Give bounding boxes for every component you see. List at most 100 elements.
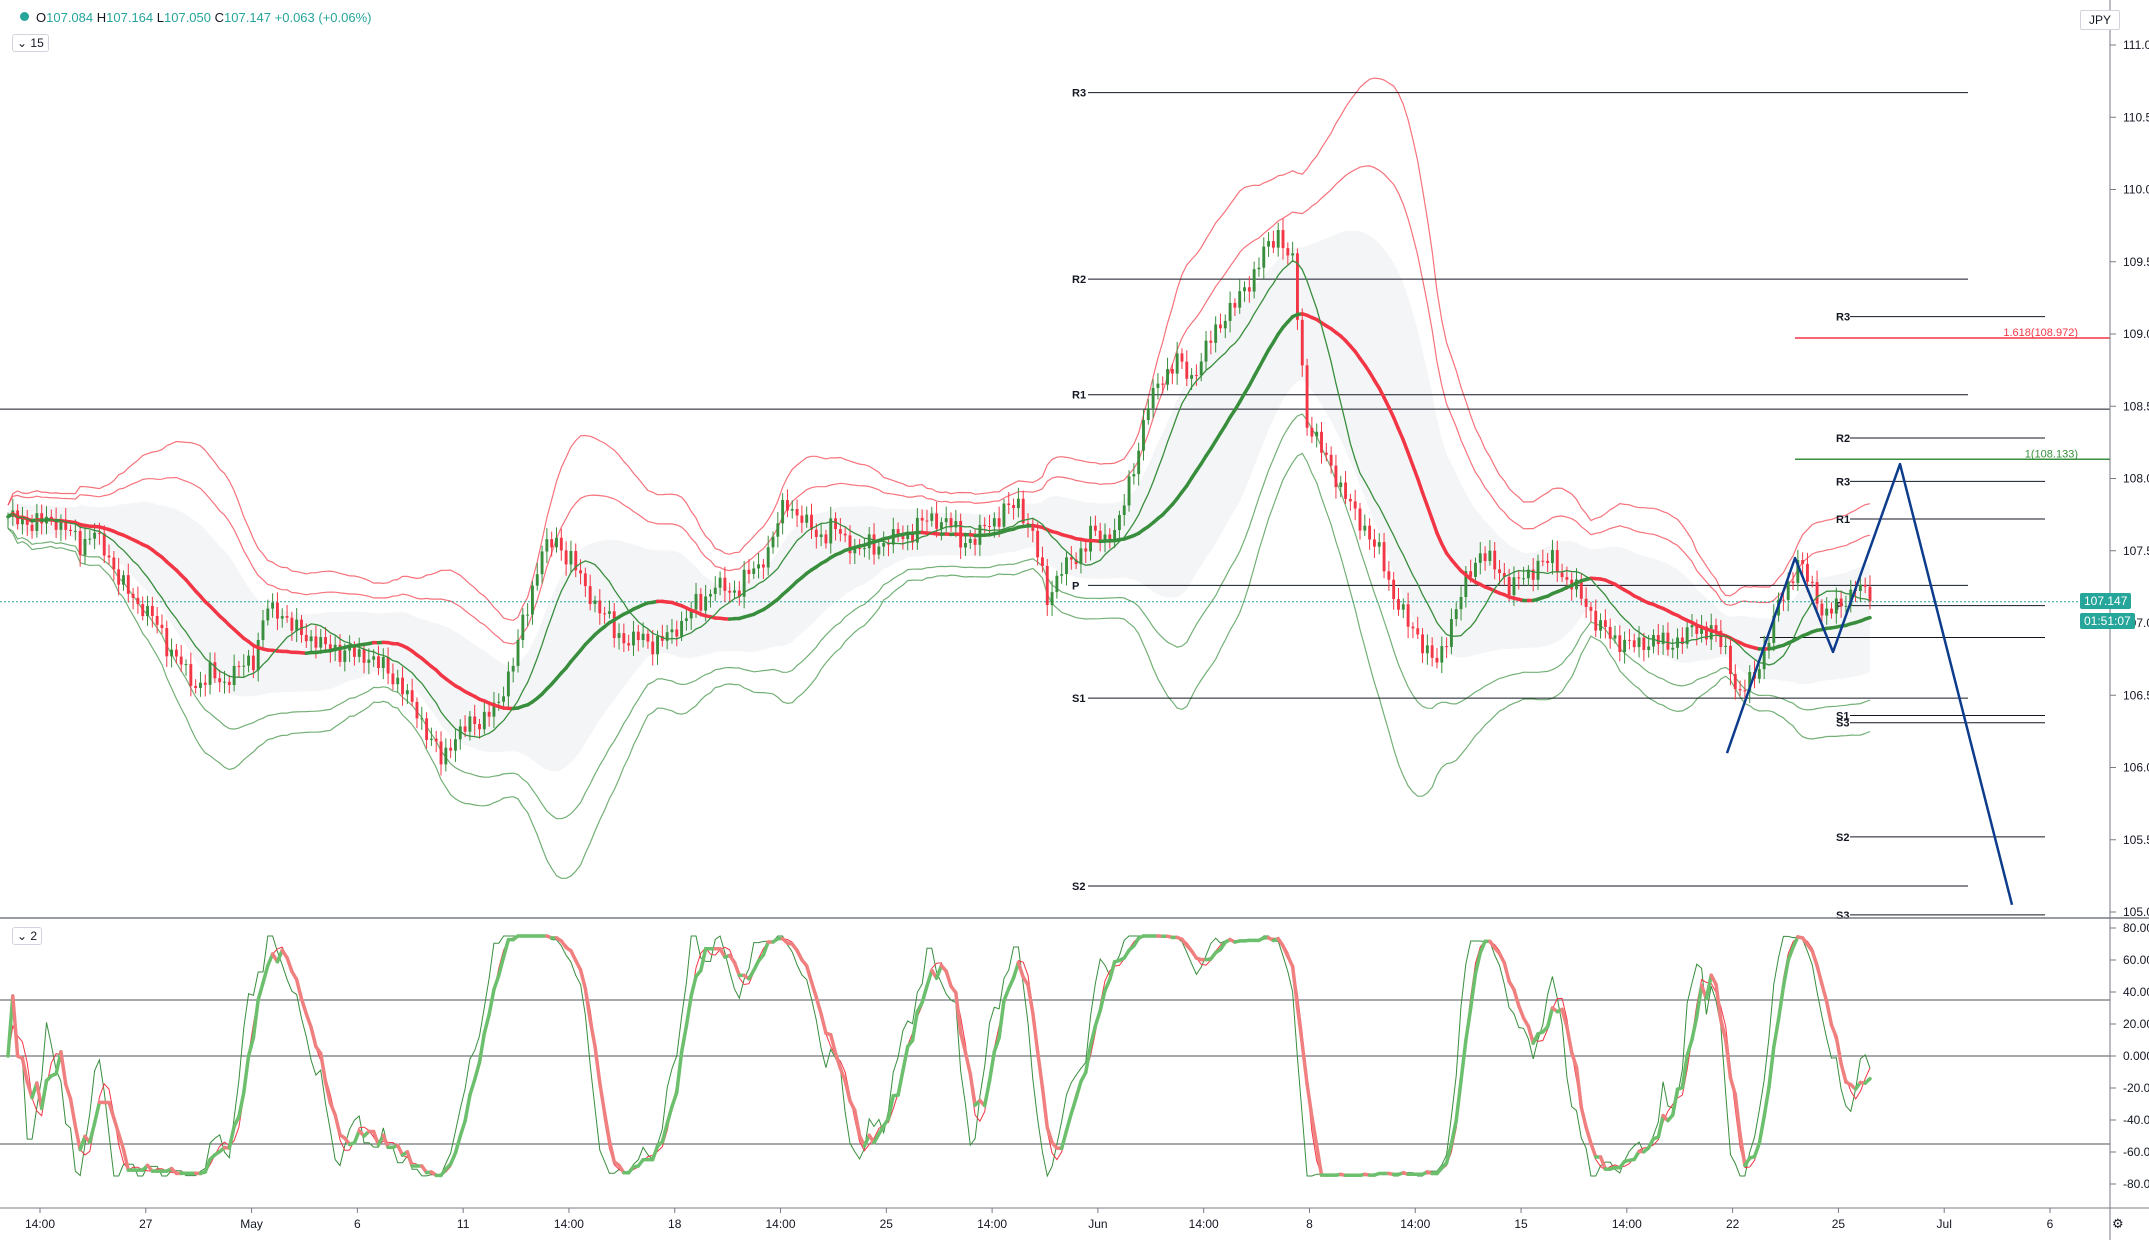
fib-label: 1(108.133) — [2025, 448, 2078, 460]
candle-body — [858, 548, 862, 550]
candle-body — [1291, 253, 1295, 256]
candle-body — [1098, 530, 1102, 541]
osc-main-segment — [227, 1124, 236, 1150]
candle-body — [377, 656, 380, 668]
candle-body — [1656, 635, 1660, 645]
candle-body — [935, 513, 939, 529]
oscillator-panel-collapse-button[interactable]: ⌄ 2 — [12, 927, 43, 945]
osc-main-segment — [675, 1050, 684, 1095]
candle-body — [78, 530, 82, 556]
candle-body — [261, 620, 265, 640]
candle-body — [1661, 632, 1665, 645]
candle-body — [906, 533, 910, 540]
candle-body — [752, 568, 756, 575]
candle-body — [1430, 645, 1434, 658]
candle-body — [401, 677, 404, 695]
candle-body — [680, 620, 684, 637]
candle-body — [1820, 603, 1824, 616]
candle-body — [742, 569, 746, 597]
candle-body — [795, 509, 799, 516]
currency-label[interactable]: JPY — [2080, 10, 2120, 30]
candle-body — [603, 613, 607, 615]
pivot-label: R3 — [1836, 476, 1850, 488]
candle-body — [97, 532, 101, 534]
candle-body — [968, 538, 972, 543]
osc-main-segment — [954, 990, 963, 1035]
osc-main-segment — [602, 1111, 612, 1143]
osc-main-segment — [679, 1024, 689, 1055]
candle-body — [954, 521, 958, 528]
osc-main-segment — [1502, 961, 1511, 984]
candle-body — [502, 696, 506, 702]
osc-main-segment — [1059, 1128, 1069, 1151]
candle-body — [1382, 542, 1386, 572]
osc-main-segment — [1829, 1023, 1839, 1039]
candle-body — [1334, 465, 1338, 488]
candle-body — [1666, 632, 1670, 650]
upper-band — [7, 165, 1871, 645]
candle-body — [1233, 302, 1237, 308]
candle-body — [607, 611, 611, 614]
ma-segment — [1430, 517, 1439, 535]
candle-body — [232, 665, 236, 685]
candle-body — [1108, 534, 1112, 542]
osc-main-segment — [381, 1133, 390, 1150]
low-label: L — [156, 10, 164, 25]
candle-body — [1315, 431, 1319, 437]
osc-main-segment — [838, 1066, 847, 1083]
gear-icon[interactable]: ⚙ — [2112, 1217, 2124, 1232]
candle-body — [559, 537, 563, 551]
candle-body — [1377, 542, 1381, 547]
candle-body — [381, 657, 385, 668]
osc-main-segment — [203, 1157, 212, 1174]
price-panel-collapse-button[interactable]: ⌄ 15 — [12, 34, 49, 52]
candle-body — [122, 575, 125, 585]
high-label: H — [96, 10, 107, 25]
candle-body — [1531, 569, 1535, 580]
osc-main-segment — [1752, 1141, 1762, 1159]
osc-main-segment — [1762, 1085, 1771, 1119]
candle-body — [771, 536, 775, 548]
osc-main-segment — [1714, 982, 1723, 1022]
candle-body — [1142, 420, 1145, 451]
ma-segment — [1420, 490, 1430, 508]
osc-main-segment — [809, 980, 819, 1000]
projection-lines[interactable] — [1725, 462, 2014, 906]
candle-body — [1262, 246, 1266, 268]
candle-body — [1267, 241, 1271, 247]
candle-body — [1238, 291, 1242, 308]
candle-body — [1050, 592, 1054, 605]
osc-main-segment — [1007, 976, 1016, 991]
candle-body — [1618, 635, 1622, 653]
candle-body — [1406, 604, 1410, 627]
candle-body — [1065, 557, 1068, 575]
candle-body — [1541, 560, 1545, 562]
candle-body — [328, 644, 332, 652]
osc-main-segment — [1310, 1114, 1319, 1148]
candle-body — [314, 636, 318, 648]
time-label: 8 — [1306, 1217, 1313, 1231]
candle-body — [1608, 626, 1612, 639]
candle-body — [1685, 627, 1689, 645]
osc-main-segment — [1517, 1004, 1526, 1020]
time-label: 14:00 — [1612, 1217, 1642, 1231]
candle-body — [867, 534, 871, 549]
pivot-label: S3 — [1836, 910, 1849, 922]
candle-body — [1579, 579, 1583, 599]
candle-body — [1021, 498, 1025, 524]
candle-body — [1296, 253, 1299, 320]
osc-main-segment — [1820, 982, 1829, 1004]
candle-body — [199, 682, 202, 688]
candle-body — [1786, 581, 1790, 601]
osc-main-segment — [1690, 1015, 1699, 1042]
osc-main-segment — [256, 981, 265, 1002]
osc-main-segment — [944, 969, 953, 988]
moving-averages — [6, 260, 1872, 739]
open-value: 107.084 — [46, 10, 94, 25]
candle-body — [761, 564, 765, 568]
osc-main-segment — [1526, 1024, 1535, 1045]
osc-main-segment — [1791, 935, 1800, 950]
candle-body — [632, 631, 635, 646]
candle-body — [487, 711, 491, 717]
